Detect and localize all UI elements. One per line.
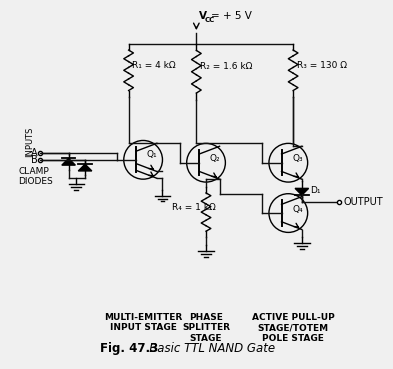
Polygon shape [62,158,75,165]
Text: Q₃: Q₃ [292,154,303,163]
Text: PHASE
SPLITTER
STAGE: PHASE SPLITTER STAGE [182,313,230,342]
Polygon shape [295,188,309,195]
Text: ACTIVE PULL-UP
STAGE/TOTEM
POLE STAGE: ACTIVE PULL-UP STAGE/TOTEM POLE STAGE [252,313,334,342]
Text: A: A [31,148,38,158]
Text: Q₄: Q₄ [292,205,303,214]
Text: MULTI-EMITTER
INPUT STAGE: MULTI-EMITTER INPUT STAGE [104,313,182,332]
Text: Q₂: Q₂ [210,154,220,163]
Text: B: B [31,155,38,165]
Text: R₁ = 4 kΩ: R₁ = 4 kΩ [132,61,176,70]
Text: R₄ = 1 kΩ: R₄ = 1 kΩ [172,203,216,212]
Text: Fig. 47.3: Fig. 47.3 [99,342,158,355]
Text: R₃ = 130 Ω: R₃ = 130 Ω [297,61,347,70]
Polygon shape [78,164,92,171]
Text: Basic TTL NAND Gate: Basic TTL NAND Gate [138,342,275,355]
Text: Q₁: Q₁ [147,151,158,159]
Text: D₁: D₁ [310,186,321,195]
Text: V: V [199,11,207,21]
Text: CLAMP
DIODES: CLAMP DIODES [18,166,53,186]
Text: OUTPUT: OUTPUT [343,197,383,207]
Text: = + 5 V: = + 5 V [211,11,252,21]
Text: CC: CC [205,17,215,23]
Text: R₂ = 1.6 kΩ: R₂ = 1.6 kΩ [200,62,253,72]
Text: INPUTS: INPUTS [26,127,34,157]
